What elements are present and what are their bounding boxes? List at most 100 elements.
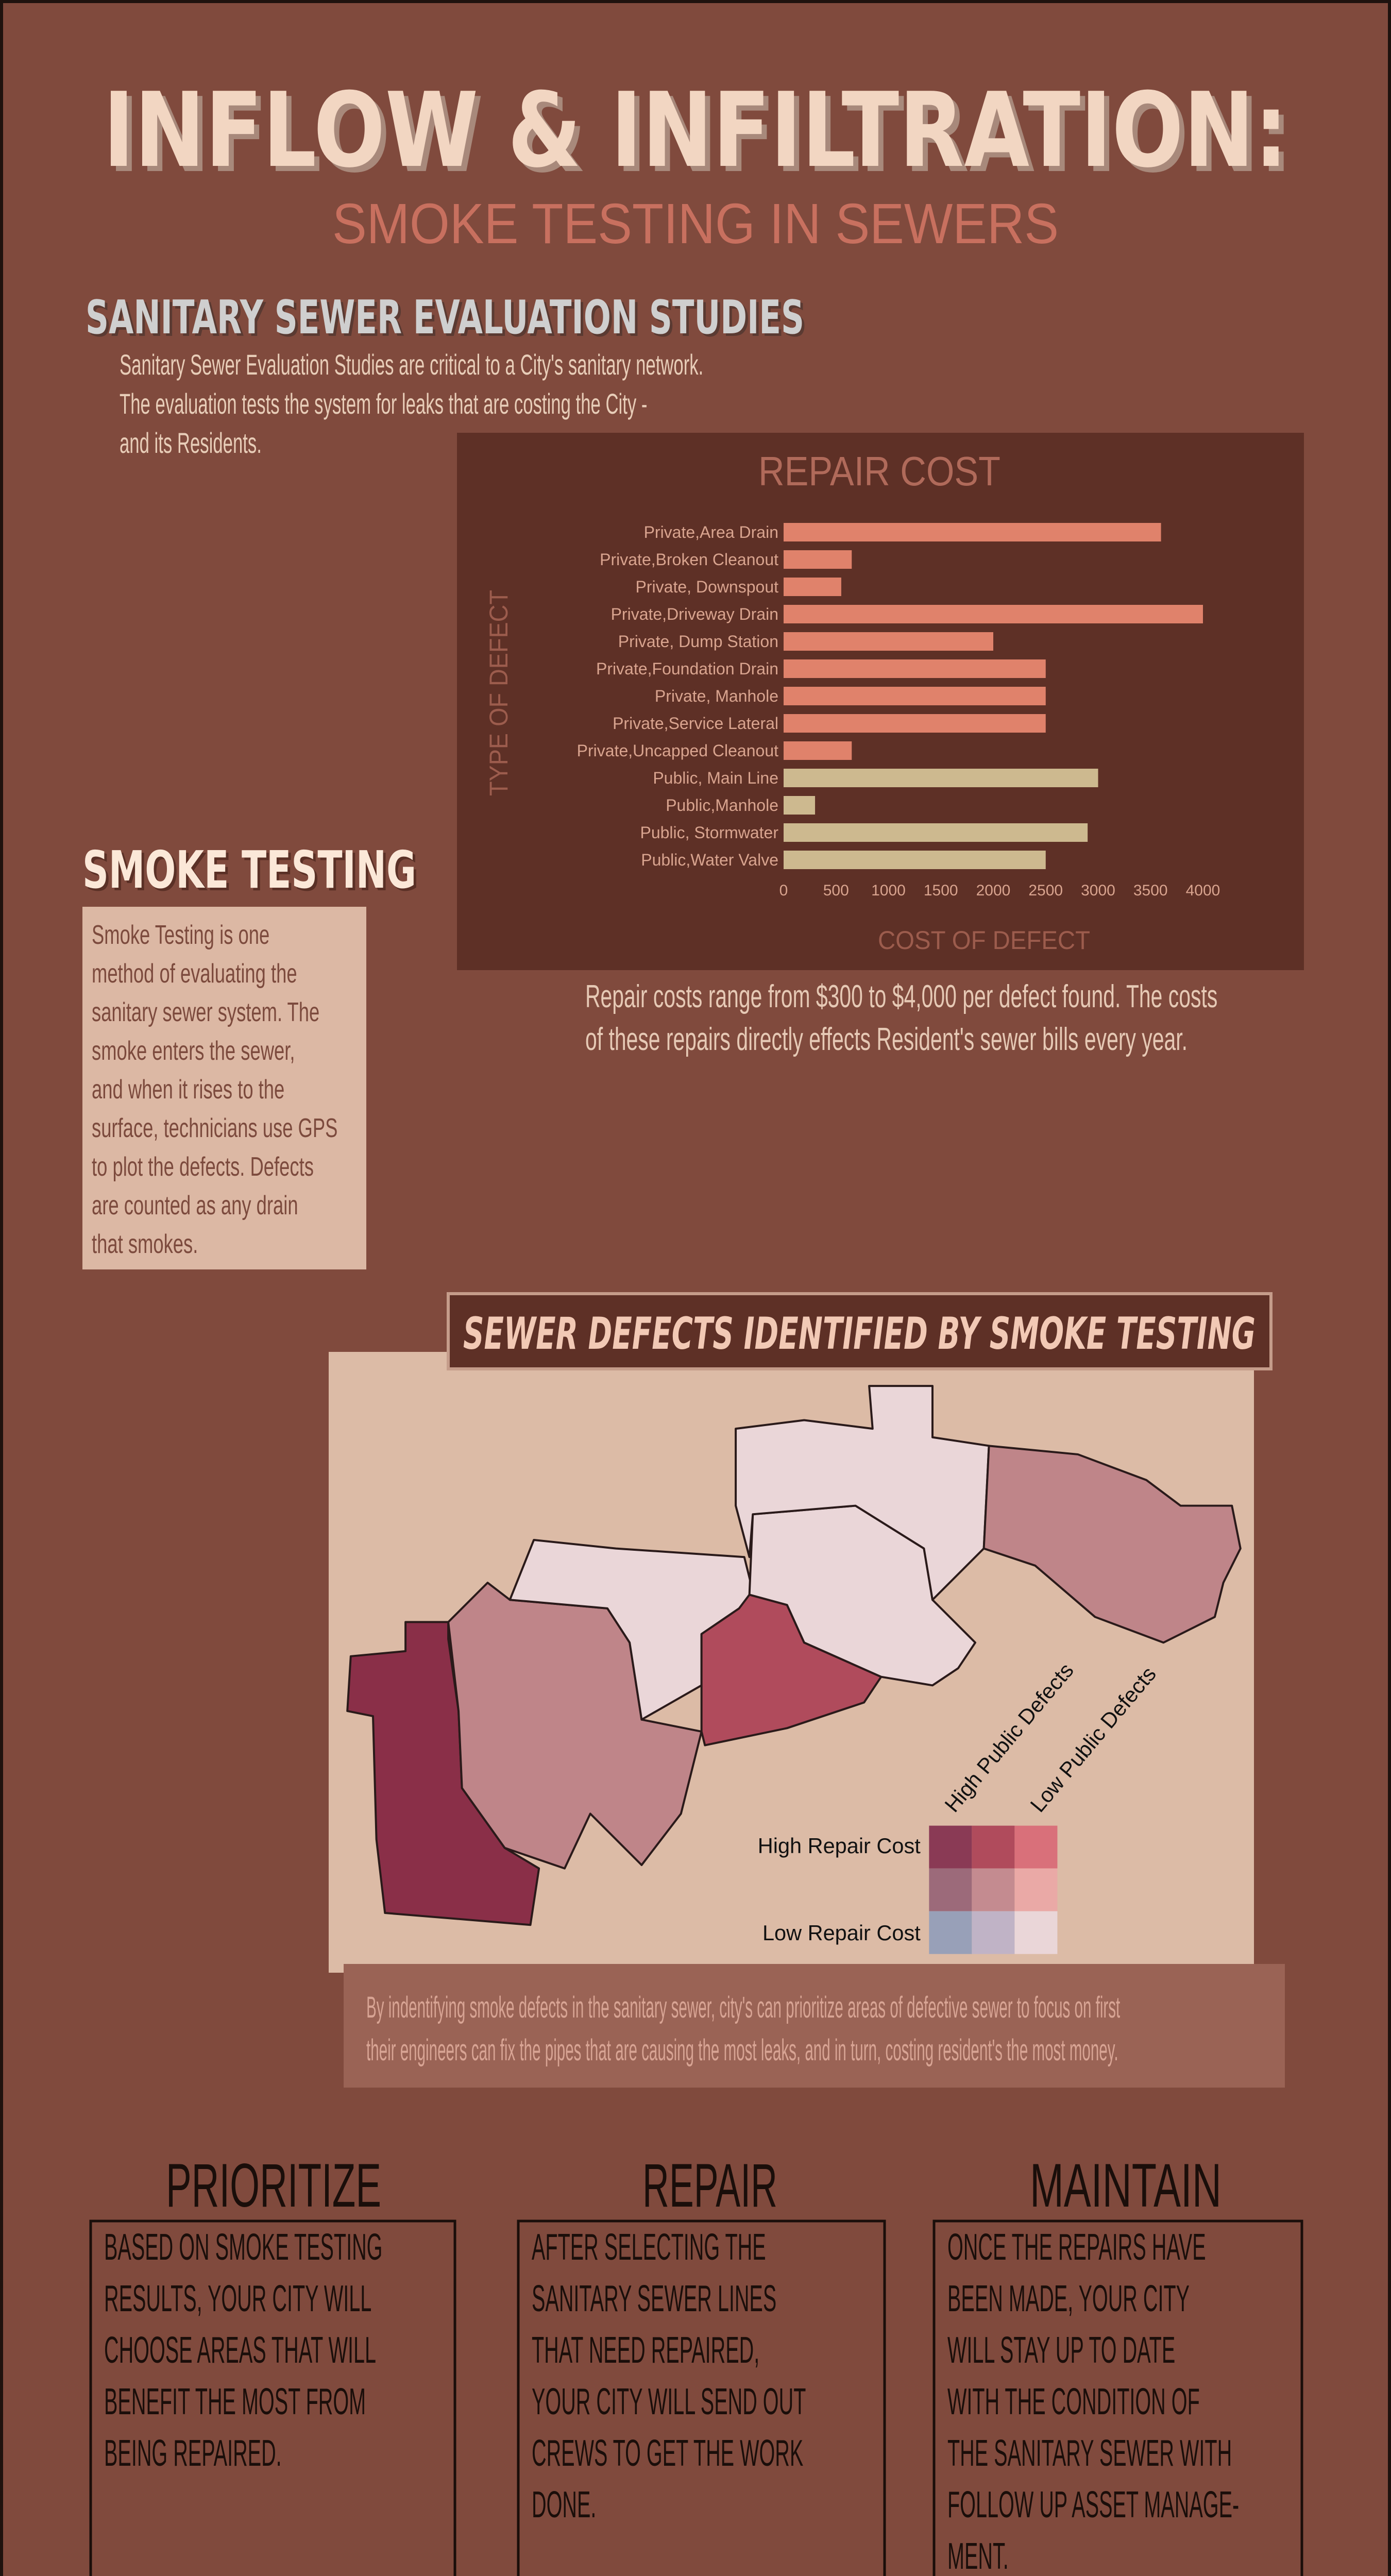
map-caption-box — [344, 1964, 1285, 2088]
step-line: CHOOSE AREAS THAT WILL — [104, 2330, 376, 2371]
x-tick-label: 2000 — [976, 882, 1011, 899]
legend-cell — [1014, 1868, 1058, 1911]
bar — [784, 741, 852, 760]
map-region — [982, 1445, 1242, 1644]
y-tick-label: Public,Manhole — [666, 796, 778, 815]
paragraph-line: sanitary sewer system. The — [92, 996, 319, 1027]
caption-line: their engineers can fix the pipes that a… — [366, 2033, 1118, 2067]
bar — [784, 632, 993, 651]
paragraph-line: The evaluation tests the system for leak… — [120, 388, 647, 420]
bar — [784, 851, 1046, 869]
step-line: THE SANITARY SEWER WITH — [947, 2433, 1232, 2475]
y-tick-label: Public, Main Line — [653, 769, 778, 787]
y-axis-title: TYPE OF DEFECT — [484, 590, 513, 796]
caption-line: Repair costs range from $300 to $4,000 p… — [585, 979, 1217, 1015]
bar — [784, 687, 1046, 705]
step-heading: MAINTAIN — [1030, 2151, 1222, 2220]
legend-cell — [972, 1911, 1015, 1954]
step-box — [89, 2219, 456, 2576]
legend-cell — [972, 1825, 1015, 1869]
y-tick-label: Public,Water Valve — [641, 851, 778, 869]
paragraph-line: method of evaluating the — [92, 958, 297, 988]
step-line: BEEN MADE, YOUR CITY — [947, 2278, 1190, 2320]
map-region — [346, 1621, 540, 1926]
step-line: WILL STAY UP TO DATE — [947, 2330, 1175, 2371]
step-line: YOUR CITY WILL SEND OUT — [532, 2381, 806, 2423]
step-line: DONE. — [532, 2484, 596, 2526]
bar — [784, 605, 1203, 623]
y-tick-label: Private,Uncapped Cleanout — [577, 741, 778, 760]
y-tick-label: Private,Broken Cleanout — [600, 550, 778, 569]
subtitle: SMOKE TESTING IN SEWERS — [332, 192, 1059, 256]
step-line: MENT. — [947, 2536, 1009, 2576]
legend-row-label: Low Repair Cost — [762, 1921, 921, 1945]
x-tick-label: 2500 — [1028, 882, 1063, 899]
y-tick-label: Private,Foundation Drain — [596, 659, 778, 678]
y-tick-label: Private,Service Lateral — [613, 714, 778, 733]
step-line: AFTER SELECTING THE — [532, 2227, 766, 2268]
y-tick-label: Private, Dump Station — [618, 632, 778, 651]
map-title: SEWER DEFECTS IDENTIFIED BY SMOKE TESTIN… — [463, 1308, 1256, 1360]
x-tick-label: 500 — [823, 882, 849, 899]
paragraph-line: to plot the defects. Defects — [92, 1151, 314, 1181]
step-heading: PRIORITIZE — [166, 2151, 381, 2220]
bar — [784, 659, 1046, 678]
bar — [784, 578, 841, 596]
legend-cell — [929, 1911, 972, 1954]
paragraph-line: Smoke Testing is one — [92, 919, 269, 950]
paragraph-line: and when it rises to the — [92, 1074, 284, 1104]
x-tick-label: 4000 — [1186, 882, 1220, 899]
smoke-box — [82, 907, 366, 1269]
step-line: WITH THE CONDITION OF — [947, 2381, 1200, 2423]
step-heading: REPAIR — [642, 2151, 777, 2220]
legend-cell — [929, 1825, 972, 1869]
y-tick-label: Private,Driveway Drain — [611, 605, 778, 623]
map-legend-grid — [929, 1825, 1058, 1954]
paragraph-line: smoke enters the sewer, — [92, 1035, 295, 1065]
y-tick-label: Public, Stormwater — [640, 823, 778, 842]
x-tick-label: 3500 — [1133, 882, 1168, 899]
bar — [784, 823, 1088, 842]
map: High Public Defects Low Public Defects H… — [346, 1385, 1242, 1954]
title: INFLOW & INFILTRATION: — [103, 71, 1288, 191]
caption-line: of these repairs directly effects Reside… — [585, 1022, 1188, 1058]
paragraph-line: Sanitary Sewer Evaluation Studies are cr… — [120, 349, 703, 381]
step-line: CREWS TO GET THE WORK — [532, 2433, 803, 2475]
step-box — [517, 2219, 886, 2576]
step-line: ONCE THE REPAIRS HAVE — [947, 2227, 1206, 2268]
x-tick-label: 0 — [779, 882, 788, 899]
x-tick-label: 1500 — [924, 882, 958, 899]
chart-title: REPAIR COST — [758, 448, 1000, 494]
bar — [784, 714, 1046, 733]
legend-cell — [1014, 1911, 1058, 1954]
bar — [784, 769, 1098, 787]
y-tick-label: Private,Area Drain — [644, 523, 778, 541]
step-line: BASED ON SMOKE TESTING — [104, 2227, 382, 2268]
bar — [784, 523, 1161, 541]
legend-row-label: High Repair Cost — [758, 1834, 921, 1858]
legend-cell — [929, 1868, 972, 1911]
step-line: BENEFIT THE MOST FROM — [104, 2381, 366, 2423]
section-heading: SMOKE TESTING — [82, 840, 416, 900]
paragraph-line: and its Residents. — [120, 427, 262, 460]
y-tick-label: Private, Downspout — [636, 578, 779, 596]
map-title-box — [447, 1292, 1273, 1370]
paragraph-line: are counted as any drain — [92, 1190, 298, 1220]
bar — [784, 550, 852, 569]
step-line: THAT NEED REPAIRED, — [532, 2330, 759, 2371]
y-tick-label: Private, Manhole — [655, 687, 778, 705]
section-heading: SANITARY SEWER EVALUATION STUDIES — [86, 291, 804, 345]
legend-cell — [972, 1868, 1015, 1911]
paragraph-line: surface, technicians use GPS — [92, 1112, 337, 1143]
step-line: FOLLOW UP ASSET MANAGE- — [947, 2484, 1239, 2526]
x-axis-title: COST OF DEFECT — [878, 926, 1090, 955]
x-tick-label: 1000 — [871, 882, 906, 899]
paragraph-line: that smokes. — [92, 1228, 198, 1259]
legend-cell — [1014, 1825, 1058, 1869]
step-line: BEING REPAIRED. — [104, 2433, 282, 2475]
caption-line: By indentifying smoke defects in the san… — [366, 1990, 1120, 2024]
step-box — [932, 2219, 1303, 2576]
